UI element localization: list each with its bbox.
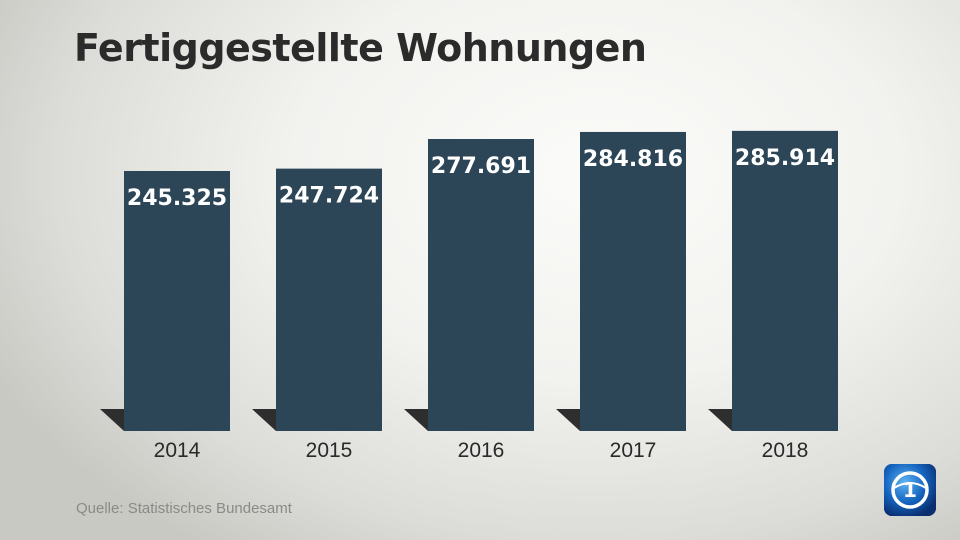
category-label-2015: 2015 <box>306 439 353 462</box>
value-label-2016: 277.691 <box>431 154 531 179</box>
chart-title: Fertiggestellte Wohnungen <box>74 26 647 70</box>
bar-shadow <box>556 409 580 431</box>
bar-2015 <box>276 168 382 432</box>
bar-shadow <box>252 409 276 431</box>
value-label-2015: 247.724 <box>279 184 379 209</box>
category-label-2014: 2014 <box>154 439 201 462</box>
bar-2016 <box>428 139 534 431</box>
category-label-2018: 2018 <box>762 439 809 462</box>
svg-text:1: 1 <box>903 478 917 502</box>
category-label-2017: 2017 <box>610 439 657 462</box>
broadcaster-logo-icon: 1 <box>884 464 936 516</box>
bar-shadow <box>100 409 124 431</box>
bar-2014 <box>124 171 230 431</box>
bar-2017 <box>580 131 686 431</box>
source-note: Quelle: Statistisches Bundesamt <box>76 500 292 517</box>
value-label-2018: 285.914 <box>735 146 835 171</box>
bar-2018 <box>732 130 838 431</box>
value-label-2014: 245.325 <box>127 186 227 211</box>
bar-shadow <box>708 409 732 431</box>
category-label-2016: 2016 <box>458 439 505 462</box>
value-label-2017: 284.816 <box>583 147 683 172</box>
bar-shadow <box>404 409 428 431</box>
